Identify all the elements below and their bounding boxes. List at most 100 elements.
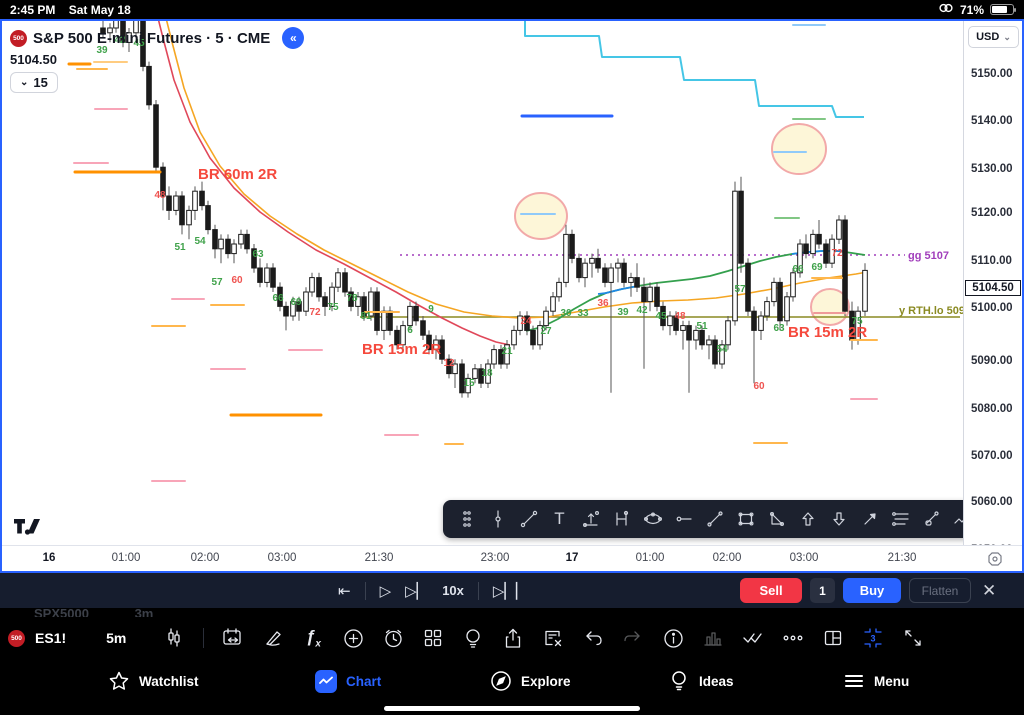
svg-text:51: 51 <box>696 321 708 332</box>
symbol-interval[interactable]: 5m <box>106 630 127 646</box>
svg-text:39: 39 <box>617 307 629 318</box>
svg-text:15: 15 <box>463 378 475 389</box>
divider <box>203 628 205 648</box>
nav-item-ideas[interactable]: Ideas <box>668 670 734 692</box>
candles-icon[interactable] <box>154 623 194 653</box>
undo-icon[interactable] <box>573 623 613 653</box>
fullscreen-icon[interactable] <box>893 623 933 653</box>
draw-pen-icon[interactable] <box>253 623 293 653</box>
speed-button[interactable]: 10x <box>442 583 464 598</box>
flatten-button[interactable]: Flatten <box>909 578 971 603</box>
nav-item-explore[interactable]: Explore <box>490 670 571 692</box>
parallel-channel-icon[interactable] <box>885 504 916 534</box>
vertical-line-icon[interactable] <box>482 504 513 534</box>
rectangle-icon[interactable] <box>730 504 761 534</box>
curve-icon[interactable] <box>916 504 947 534</box>
svg-text:75: 75 <box>851 316 863 327</box>
ellipse-icon[interactable] <box>637 504 668 534</box>
svg-text:60: 60 <box>753 381 765 392</box>
svg-text:72: 72 <box>309 307 321 318</box>
drawing-toolbar[interactable]: T <box>443 500 963 538</box>
svg-text:BR 15m 2R: BR 15m 2R <box>788 324 867 341</box>
time-axis-label: 02:00 <box>712 552 742 564</box>
sell-button[interactable]: Sell <box>740 578 802 603</box>
svg-text:51: 51 <box>174 242 186 253</box>
currency-dropdown[interactable]: USD ⌄ <box>968 26 1019 48</box>
symbol-toolbar: 500 ES1! 5m ƒx 3 <box>0 617 1024 659</box>
indicators-fx-icon[interactable]: ƒx <box>305 626 321 650</box>
price-axis-label: 5100.00 <box>971 302 1013 314</box>
symbol-title[interactable]: S&P 500 E-mini Futures · 5 · CME <box>33 29 271 47</box>
svg-text:75: 75 <box>327 302 339 313</box>
time-axis-label: 03:00 <box>789 552 819 564</box>
layout-icon[interactable] <box>813 623 853 653</box>
rewind-button[interactable]: « <box>282 27 305 49</box>
plus-circle-icon[interactable] <box>333 623 373 653</box>
templates-grid-icon[interactable] <box>413 623 453 653</box>
multichart-3-icon[interactable]: 3 <box>853 623 893 653</box>
nav-item-menu[interactable]: Menu <box>843 670 909 692</box>
object-tree-icon[interactable] <box>733 623 773 653</box>
tradingview-logo-icon[interactable] <box>14 519 40 537</box>
triangle-icon[interactable] <box>761 504 792 534</box>
drag-handle-icon[interactable] <box>451 504 482 534</box>
svg-text:9: 9 <box>428 304 434 315</box>
svg-text:BR 15m 2R: BR 15m 2R <box>362 341 441 358</box>
info-icon[interactable] <box>653 623 693 653</box>
buy-button[interactable]: Buy <box>843 578 901 603</box>
divider <box>364 581 366 600</box>
ideas-bulb-icon[interactable] <box>453 623 493 653</box>
nav-item-watchlist[interactable]: Watchlist <box>108 670 199 692</box>
calendar-range-icon[interactable] <box>213 623 253 653</box>
nav-item-chart[interactable]: Chart <box>315 669 381 693</box>
redo-icon[interactable] <box>613 623 653 653</box>
menu-icon <box>843 670 865 692</box>
play-to-end-button[interactable]: ▷▏▏ <box>492 582 528 600</box>
polyline-icon[interactable] <box>947 504 963 534</box>
interval-dropdown[interactable]: ⌄ 15 <box>10 72 58 93</box>
svg-text:42: 42 <box>636 305 648 316</box>
play-button[interactable]: ▷ <box>379 582 392 600</box>
share-icon[interactable] <box>493 623 533 653</box>
current-price-label: 5104.50 <box>965 280 1021 296</box>
remove-objects-icon[interactable] <box>533 623 573 653</box>
compass-icon <box>490 670 512 692</box>
svg-text:y RTH.lo 5094: y RTH.lo 5094 <box>899 305 963 317</box>
status-bar: 2:45 PM Sat May 18 71% <box>0 0 1024 19</box>
svg-text:45: 45 <box>655 311 667 322</box>
time-axis-label: 17 <box>565 552 579 564</box>
status-left: 2:45 PM Sat May 18 <box>10 3 141 17</box>
trend-line-icon[interactable] <box>699 504 730 534</box>
step-forward-button[interactable]: ▷▏ <box>405 582 429 600</box>
active-symbol[interactable]: 500 ES1! 5m <box>8 629 127 647</box>
svg-text:66: 66 <box>272 293 284 304</box>
arrow-marker-icon[interactable] <box>854 504 885 534</box>
svg-text:BR 60m 2R: BR 60m 2R <box>198 166 277 183</box>
price-axis-label: 5070.00 <box>971 450 1013 462</box>
svg-text:72: 72 <box>831 248 843 259</box>
chart-header: 500 S&P 500 E-mini Futures · 5 · CME « 5… <box>10 27 305 93</box>
svg-text:33: 33 <box>577 308 589 319</box>
anchored-text-icon[interactable] <box>575 504 606 534</box>
more-dots-icon[interactable] <box>773 623 813 653</box>
arrow-down-icon[interactable] <box>823 504 854 534</box>
financials-icon[interactable] <box>693 623 733 653</box>
price-axis[interactable]: USD ⌄ 5150.00 5140.00 5130.00 5120.00 5110.00 5… <box>963 21 1022 556</box>
time-axis[interactable]: 16 01:00 02:00 03:00 21:30 23:00 17 01:00 02:00 0… <box>2 545 1022 571</box>
alert-clock-icon[interactable] <box>373 623 413 653</box>
arrow-up-icon[interactable] <box>792 504 823 534</box>
cross-line-icon[interactable] <box>513 504 544 534</box>
svg-text:48: 48 <box>674 311 686 322</box>
text-icon[interactable]: T <box>554 509 565 528</box>
goto-start-button[interactable]: ⇤ <box>338 582 351 600</box>
horizontal-ray-icon[interactable] <box>668 504 699 534</box>
time-axis-label: 02:00 <box>190 552 220 564</box>
price-range-icon[interactable] <box>606 504 637 534</box>
home-indicator[interactable] <box>384 706 640 711</box>
session-gear-icon[interactable] <box>986 550 1004 568</box>
time-axis-label: 23:00 <box>480 552 510 564</box>
close-icon[interactable]: ✕ <box>982 580 997 600</box>
quantity-chip[interactable]: 1 <box>810 578 835 603</box>
